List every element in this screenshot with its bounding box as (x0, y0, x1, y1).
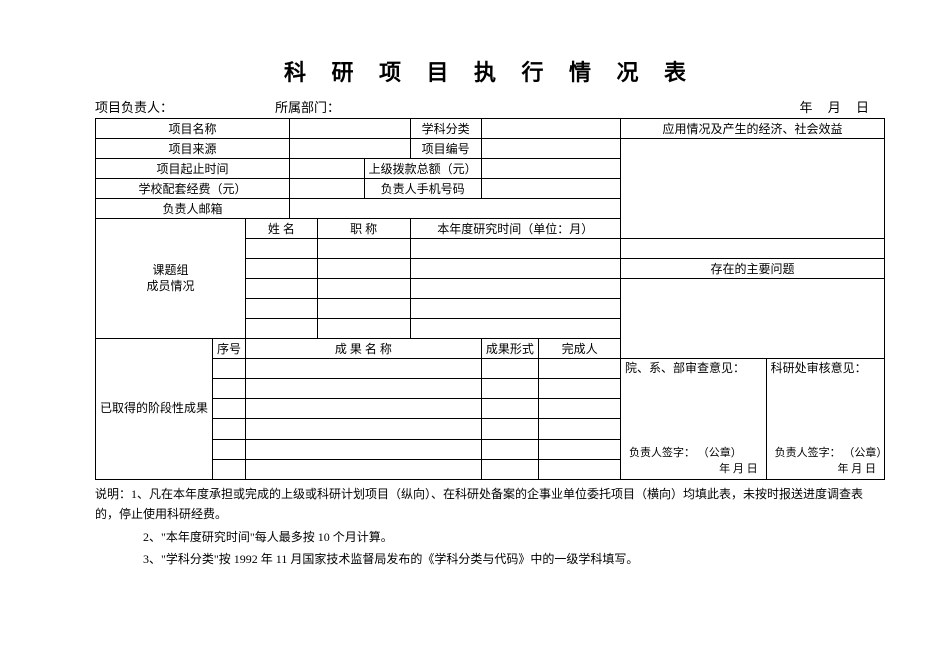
field-member-title[interactable] (317, 259, 410, 279)
field-res-form[interactable] (481, 439, 539, 459)
field-member-title[interactable] (317, 299, 410, 319)
field-res-form[interactable] (481, 419, 539, 439)
label-stage-results: 已取得的阶段性成果 (96, 339, 213, 480)
label-res-form: 成果形式 (481, 339, 539, 359)
label-member-name: 姓 名 (246, 219, 318, 239)
label-dept-review: 院、系、部审查意见： (625, 359, 762, 376)
field-member-name[interactable] (246, 299, 318, 319)
label-fund-up: 上级拨款总额（元） (364, 159, 481, 179)
label-res-done: 完成人 (539, 339, 621, 359)
field-res-done[interactable] (539, 359, 621, 379)
field-res-done[interactable] (539, 379, 621, 399)
field-res-form[interactable] (481, 379, 539, 399)
field-fund-up[interactable] (481, 159, 620, 179)
field-res-done[interactable] (539, 439, 621, 459)
footnote-3: 3、"学科分类"按 1992 年 11 月国家技术监督局发布的《学科分类与代码》… (95, 549, 885, 569)
field-res-no[interactable] (213, 459, 246, 479)
field-res-name[interactable] (246, 399, 482, 419)
office-sign-line: 负责人签字： （公章） (775, 444, 876, 460)
page-title: 科 研 项 目 执 行 情 况 表 (95, 55, 885, 87)
field-school-fund[interactable] (289, 179, 364, 199)
dept-sign-line: 负责人签字： （公章） (629, 444, 758, 460)
label-school-fund: 学校配套经费（元） (96, 179, 290, 199)
field-member-name[interactable] (246, 239, 318, 259)
office-review-box[interactable]: 科研处审核意见： 负责人签字： （公章） 年 月 日 (766, 359, 884, 480)
field-member-title[interactable] (317, 239, 410, 259)
label-res-no: 序号 (213, 339, 246, 359)
field-res-no[interactable] (213, 379, 246, 399)
footnote-1: 说明：1、凡在本年度承担或完成的上级或科研计划项目（纵向）、在科研处备案的企事业… (95, 484, 885, 525)
field-member-time[interactable] (410, 299, 621, 319)
field-email[interactable] (289, 199, 620, 219)
field-res-done[interactable] (539, 419, 621, 439)
field-res-no[interactable] (213, 399, 246, 419)
label-email: 负责人邮箱 (96, 199, 290, 219)
field-project-name[interactable] (289, 119, 410, 139)
field-projno[interactable] (481, 139, 620, 159)
label-office-review: 科研处审核意见： (771, 359, 880, 376)
label-effect: 应用情况及产生的经济、社会效益 (621, 119, 885, 139)
field-member-time[interactable] (410, 259, 621, 279)
field-period[interactable] (289, 159, 364, 179)
footnote-2: 2、"本年度研究时间"每人最多按 10 个月计算。 (95, 527, 885, 547)
field-res-name[interactable] (246, 359, 482, 379)
field-effect-body[interactable] (621, 139, 885, 239)
field-member-time[interactable] (410, 279, 621, 299)
label-main-issue: 存在的主要问题 (621, 259, 885, 279)
field-effect-body2[interactable] (621, 239, 885, 259)
field-member-name[interactable] (246, 279, 318, 299)
field-res-form[interactable] (481, 399, 539, 419)
headline-leader: 项目负责人： (95, 97, 275, 116)
label-member-time: 本年度研究时间（单位：月） (410, 219, 621, 239)
field-res-no[interactable] (213, 359, 246, 379)
main-form-table: 项目名称 学科分类 应用情况及产生的经济、社会效益 项目来源 项目编号 项目起止… (95, 118, 885, 480)
label-subject: 学科分类 (410, 119, 481, 139)
field-res-done[interactable] (539, 399, 621, 419)
field-res-name[interactable] (246, 439, 482, 459)
label-project-name: 项目名称 (96, 119, 290, 139)
label-members: 课题组成员情况 (96, 219, 246, 339)
field-main-issue-body[interactable] (621, 279, 885, 359)
headline: 项目负责人： 所属部门： 年 月 日 (95, 97, 885, 116)
field-member-name[interactable] (246, 319, 318, 339)
label-period: 项目起止时间 (96, 159, 290, 179)
field-res-no[interactable] (213, 439, 246, 459)
field-res-name[interactable] (246, 459, 482, 479)
label-projno: 项目编号 (410, 139, 481, 159)
field-member-time[interactable] (410, 239, 621, 259)
headline-dept: 所属部门： (275, 97, 645, 116)
office-sign-date: 年 月 日 (775, 460, 876, 476)
dept-review-box[interactable]: 院、系、部审查意见： 负责人签字： （公章） 年 月 日 (621, 359, 767, 480)
field-res-name[interactable] (246, 419, 482, 439)
footnotes: 说明：1、凡在本年度承担或完成的上级或科研计划项目（纵向）、在科研处备案的企事业… (95, 484, 885, 570)
field-subject[interactable] (481, 119, 620, 139)
label-member-title: 职 称 (317, 219, 410, 239)
dept-sign-date: 年 月 日 (629, 460, 758, 476)
field-phone[interactable] (481, 179, 620, 199)
field-member-name[interactable] (246, 259, 318, 279)
field-member-title[interactable] (317, 279, 410, 299)
field-res-done[interactable] (539, 459, 621, 479)
field-res-no[interactable] (213, 419, 246, 439)
label-phone: 负责人手机号码 (364, 179, 481, 199)
field-member-title[interactable] (317, 319, 410, 339)
field-res-form[interactable] (481, 459, 539, 479)
headline-date: 年 月 日 (645, 97, 885, 116)
label-res-name: 成 果 名 称 (246, 339, 482, 359)
field-source[interactable] (289, 139, 410, 159)
field-member-time[interactable] (410, 319, 621, 339)
field-res-name[interactable] (246, 379, 482, 399)
label-source: 项目来源 (96, 139, 290, 159)
field-res-form[interactable] (481, 359, 539, 379)
